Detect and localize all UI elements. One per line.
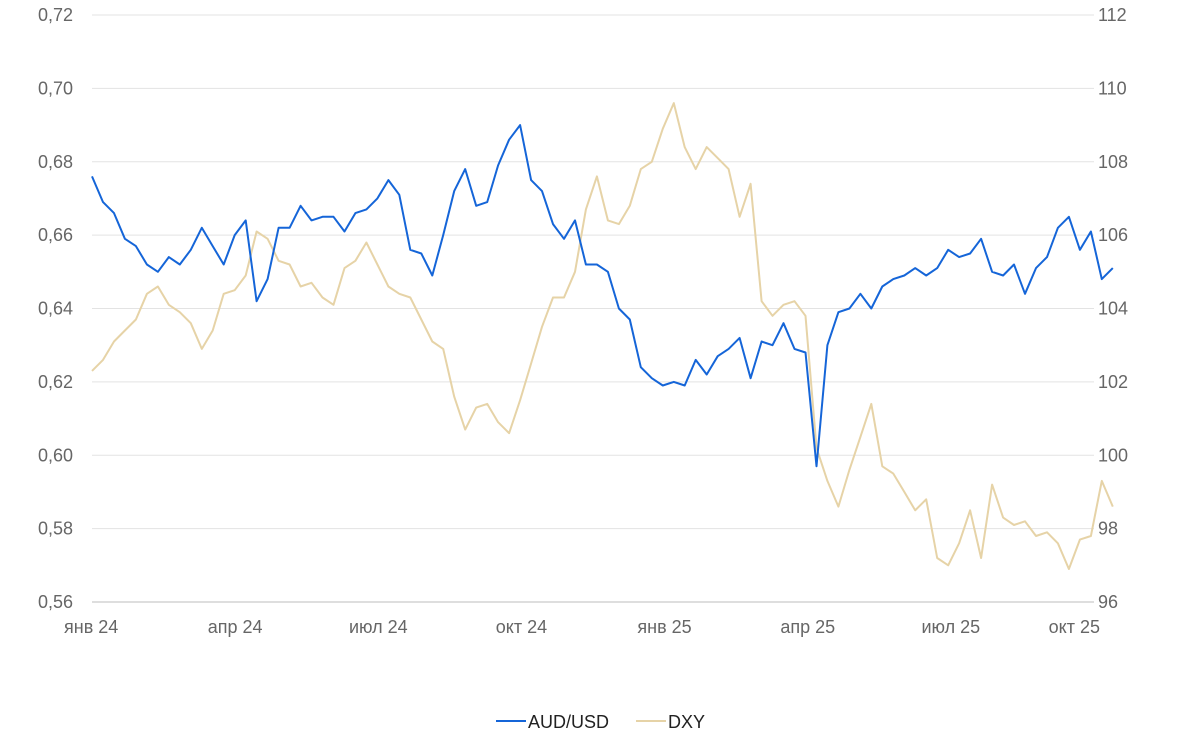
series-lines bbox=[91, 102, 1114, 570]
x-tick-label: апр 25 bbox=[780, 617, 835, 637]
x-tick-label: янв 25 bbox=[637, 617, 691, 637]
y-right-tick-label: 110 bbox=[1098, 78, 1127, 98]
series-line-dxy bbox=[91, 102, 1114, 570]
gridlines bbox=[92, 14, 1094, 603]
y-left-tick-label: 0,72 bbox=[38, 5, 73, 25]
x-tick-label: июл 24 bbox=[349, 617, 408, 637]
y-right-tick-label: 96 bbox=[1098, 592, 1118, 612]
right-y-axis-tick-labels: 112 110 108 106 104 102 100 98 96 bbox=[1098, 5, 1128, 612]
y-left-tick-label: 0,56 bbox=[38, 592, 73, 612]
legend-label-audusd: AUD/USD bbox=[528, 712, 609, 732]
y-left-tick-label: 0,58 bbox=[38, 519, 73, 539]
y-right-tick-label: 100 bbox=[1098, 445, 1128, 465]
y-left-tick-label: 0,66 bbox=[38, 225, 73, 245]
legend: AUD/USD DXY bbox=[496, 712, 705, 732]
legend-label-dxy: DXY bbox=[668, 712, 705, 732]
x-tick-label: янв 24 bbox=[64, 617, 118, 637]
x-tick-label: окт 24 bbox=[496, 617, 547, 637]
y-right-tick-label: 108 bbox=[1098, 152, 1128, 172]
y-left-tick-label: 0,68 bbox=[38, 152, 73, 172]
y-right-tick-label: 102 bbox=[1098, 372, 1128, 392]
y-right-tick-label: 98 bbox=[1098, 519, 1118, 539]
y-left-tick-label: 0,70 bbox=[38, 78, 73, 98]
y-left-tick-label: 0,62 bbox=[38, 372, 73, 392]
x-tick-label: апр 24 bbox=[208, 617, 263, 637]
x-tick-label: окт 25 bbox=[1049, 617, 1100, 637]
series-line-audusd bbox=[91, 124, 1114, 468]
x-tick-label: июл 25 bbox=[922, 617, 981, 637]
y-right-tick-label: 104 bbox=[1098, 299, 1128, 319]
y-left-tick-label: 0,64 bbox=[38, 299, 73, 319]
y-left-tick-label: 0,60 bbox=[38, 445, 73, 465]
y-right-tick-label: 106 bbox=[1098, 225, 1128, 245]
x-axis-tick-labels: янв 24 апр 24 июл 24 окт 24 янв 25 апр 25 июл … bbox=[64, 617, 1100, 637]
left-y-axis-tick-labels: 0,72 0,70 0,68 0,66 0,64 0,62 0,60 0,58 0,56 bbox=[38, 5, 73, 612]
y-right-tick-label: 112 bbox=[1098, 5, 1127, 25]
